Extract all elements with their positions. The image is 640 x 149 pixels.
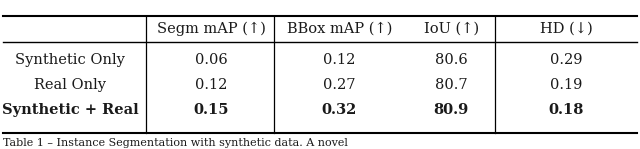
Text: 80.6: 80.6 xyxy=(435,53,468,67)
Text: Segm mAP (↑): Segm mAP (↑) xyxy=(157,21,266,35)
Text: Synthetic Only: Synthetic Only xyxy=(15,53,125,67)
Text: BBox mAP (↑): BBox mAP (↑) xyxy=(287,21,392,35)
Text: 0.32: 0.32 xyxy=(321,103,357,117)
Text: 0.06: 0.06 xyxy=(195,53,228,67)
Text: 0.19: 0.19 xyxy=(550,78,582,92)
Text: 80.9: 80.9 xyxy=(433,103,469,117)
Text: 0.18: 0.18 xyxy=(548,103,584,117)
Text: Table 1 – Instance Segmentation with synthetic data. A novel: Table 1 – Instance Segmentation with syn… xyxy=(3,138,348,148)
Text: 0.29: 0.29 xyxy=(550,53,582,67)
Text: 0.27: 0.27 xyxy=(323,78,355,92)
Text: Synthetic + Real: Synthetic + Real xyxy=(2,103,139,117)
Text: 0.12: 0.12 xyxy=(195,78,227,92)
Text: 80.7: 80.7 xyxy=(435,78,467,92)
Text: 0.12: 0.12 xyxy=(323,53,355,67)
Text: IoU (↑): IoU (↑) xyxy=(424,21,479,35)
Text: HD (↓): HD (↓) xyxy=(540,21,593,35)
Text: Real Only: Real Only xyxy=(35,78,106,92)
Text: 0.15: 0.15 xyxy=(193,103,229,117)
